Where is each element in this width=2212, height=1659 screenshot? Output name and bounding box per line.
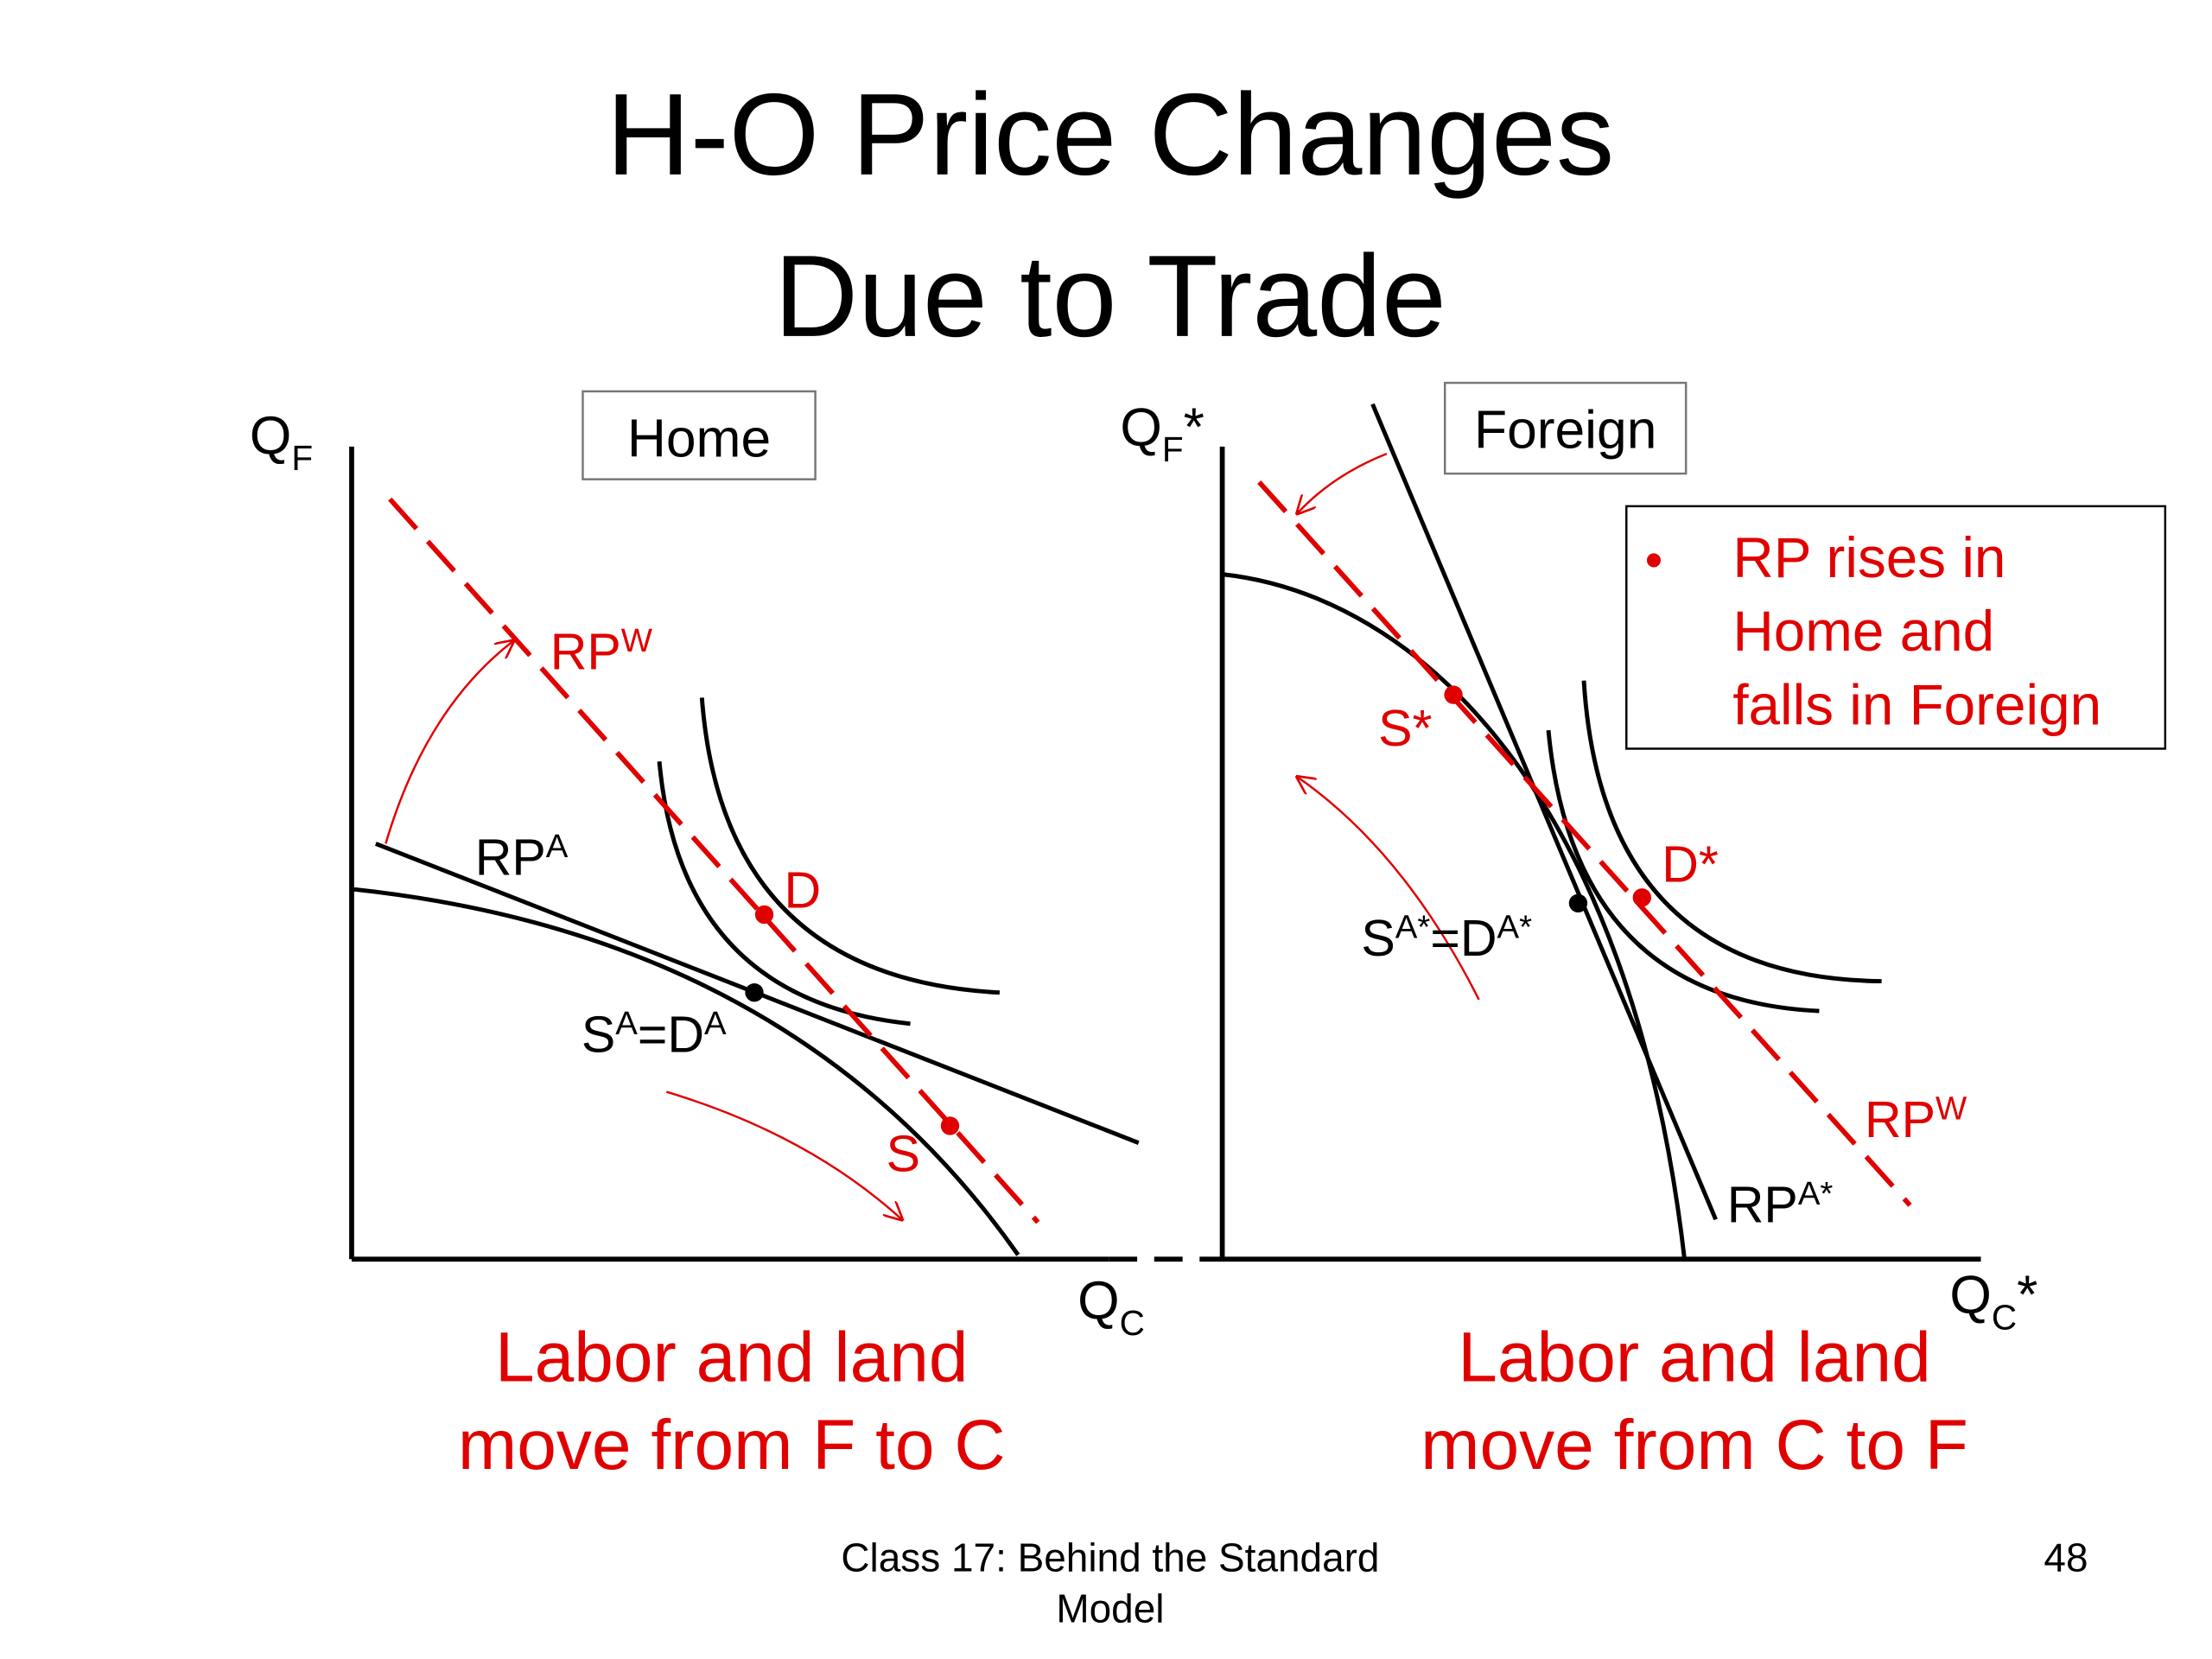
title-line: Due to Trade	[774, 231, 1446, 361]
label-text: *	[2017, 1266, 2037, 1325]
y-axis-label: QF*	[1120, 397, 1205, 469]
label-text: Q	[1077, 1271, 1120, 1331]
bullet: •	[1645, 531, 1663, 588]
footer-text: Model	[1056, 1586, 1164, 1630]
arrow	[1298, 452, 1388, 513]
indifference-curve	[1581, 680, 1882, 984]
superscript: A	[615, 1005, 638, 1042]
label-text: Q	[250, 406, 292, 466]
ppf	[351, 887, 1020, 1256]
d-label: D	[784, 861, 821, 918]
equilibrium-label: SA=DA	[582, 1005, 727, 1064]
label-text: *	[1184, 397, 1205, 457]
superscript: A*	[1497, 908, 1532, 945]
production-point	[940, 1116, 960, 1135]
autarky-point	[1568, 893, 1588, 912]
caption: move from F to C	[458, 1406, 1006, 1484]
panel-label: Foreign	[1474, 401, 1656, 461]
label-text: RP	[1865, 1091, 1936, 1148]
subscript: C	[1120, 1303, 1145, 1343]
subscript: F	[1162, 429, 1184, 469]
label-text: RP	[1727, 1177, 1798, 1234]
caption: Labor and land	[1458, 1318, 1930, 1396]
label-text: S	[1361, 910, 1395, 967]
home-diagram	[349, 390, 1223, 1262]
label-text: D	[784, 861, 821, 918]
rpa-label: RPA*	[1727, 1175, 1834, 1234]
superscript: A	[546, 828, 569, 865]
production-point	[1444, 685, 1463, 704]
label-text: D*	[1662, 836, 1719, 893]
x-axis-label: QC	[1077, 1271, 1145, 1343]
y-axis-label: QF	[250, 406, 313, 478]
s-label: S*	[1378, 700, 1432, 757]
label-text: RP	[550, 624, 621, 681]
d-label: D*	[1662, 836, 1719, 893]
note-line: falls in Foreign	[1732, 674, 2101, 737]
label-text: S	[582, 1007, 615, 1064]
superscript: A*	[1798, 1175, 1834, 1212]
label-text: S*	[1378, 700, 1432, 757]
equilibrium-label: SA*=DA*	[1361, 908, 1532, 967]
rpw-label: RPW	[550, 622, 653, 681]
rpw-line	[1257, 480, 1912, 1207]
superscript: A	[704, 1005, 727, 1042]
caption: Labor and land	[495, 1318, 968, 1396]
label-text: =D	[1430, 910, 1497, 967]
page-number: 48	[2044, 1535, 2088, 1580]
subscript: F	[291, 438, 313, 478]
superscript: W	[1936, 1090, 1967, 1127]
rpw-label: RPW	[1865, 1090, 1967, 1148]
indifference-curve	[699, 697, 1001, 995]
rpa-line	[1370, 403, 1718, 1221]
consumption-point	[1632, 888, 1651, 907]
caption: move from C to F	[1421, 1406, 1968, 1484]
label-text: S	[887, 1125, 920, 1182]
autarky-point	[745, 983, 764, 1002]
s-label: S	[887, 1125, 920, 1182]
note-box	[1625, 505, 2167, 750]
label-text: RP	[475, 830, 546, 887]
title-line: H-O Price Changes	[607, 69, 1615, 200]
label-text: Q	[1120, 397, 1162, 457]
consumption-point	[754, 905, 774, 925]
indifference-curve	[1546, 729, 1820, 1014]
arrow	[665, 1090, 901, 1220]
label-box	[1443, 381, 1688, 475]
note-line: Home and	[1732, 600, 1994, 663]
label-box	[582, 390, 817, 480]
label-text: =D	[638, 1007, 704, 1064]
superscript: W	[621, 622, 653, 659]
rpa-label: RPA	[475, 828, 569, 887]
foreign-diagram	[1219, 381, 2167, 1262]
panel-label: Home	[627, 409, 771, 468]
superscript: A*	[1395, 908, 1431, 945]
arrow	[385, 641, 513, 844]
arrow	[1298, 777, 1480, 1001]
label-text: Q	[1949, 1266, 1992, 1325]
note-line: RP rises in	[1732, 526, 2005, 589]
footer-text: Class 17: Behind the Standard	[841, 1535, 1379, 1580]
x-axis-label: QC*	[1949, 1266, 2037, 1338]
subscript: C	[1992, 1297, 2017, 1337]
rpw-line	[388, 497, 1040, 1224]
